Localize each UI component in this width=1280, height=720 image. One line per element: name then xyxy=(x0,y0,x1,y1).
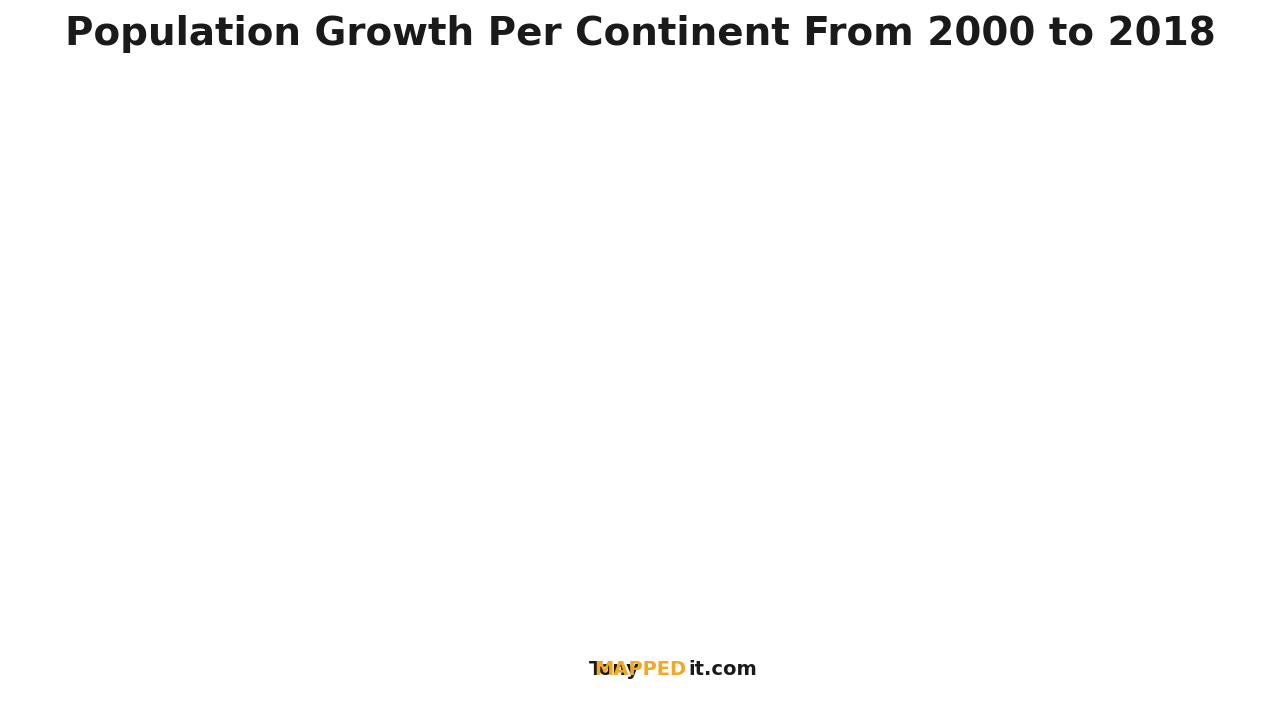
Text: 21.7%: 21.7% xyxy=(864,287,1028,333)
Text: 22.6%: 22.6% xyxy=(262,496,417,539)
Text: MAPPED: MAPPED xyxy=(594,660,686,679)
Text: 349.4m to 428.2m: 349.4m to 428.2m xyxy=(256,533,424,551)
Text: 2.1%: 2.1% xyxy=(580,273,687,310)
Text: 20.5%: 20.5% xyxy=(150,319,305,362)
Text: Tony: Tony xyxy=(589,660,640,679)
Title: Population Growth Per Continent From 2000 to 2018: Population Growth Per Continent From 200… xyxy=(64,15,1216,53)
Text: it.com: it.com xyxy=(689,660,758,679)
Text: 56.6%: 56.6% xyxy=(561,406,744,458)
Text: 727.2m to 742.6m: 727.2m to 742.6m xyxy=(557,307,710,325)
Text: 3.73b to 4.54b: 3.73b to 4.54b xyxy=(879,325,1012,343)
Text: 817.5m to 1.28 b: 817.5m to 1.28 b xyxy=(575,447,731,465)
Text: 30%: 30% xyxy=(1084,509,1184,551)
Text: 450.8m to 543.4m: 450.8m to 543.4m xyxy=(143,356,311,374)
Text: 19.0m to 24.7m: 19.0m to 24.7m xyxy=(1068,545,1201,563)
